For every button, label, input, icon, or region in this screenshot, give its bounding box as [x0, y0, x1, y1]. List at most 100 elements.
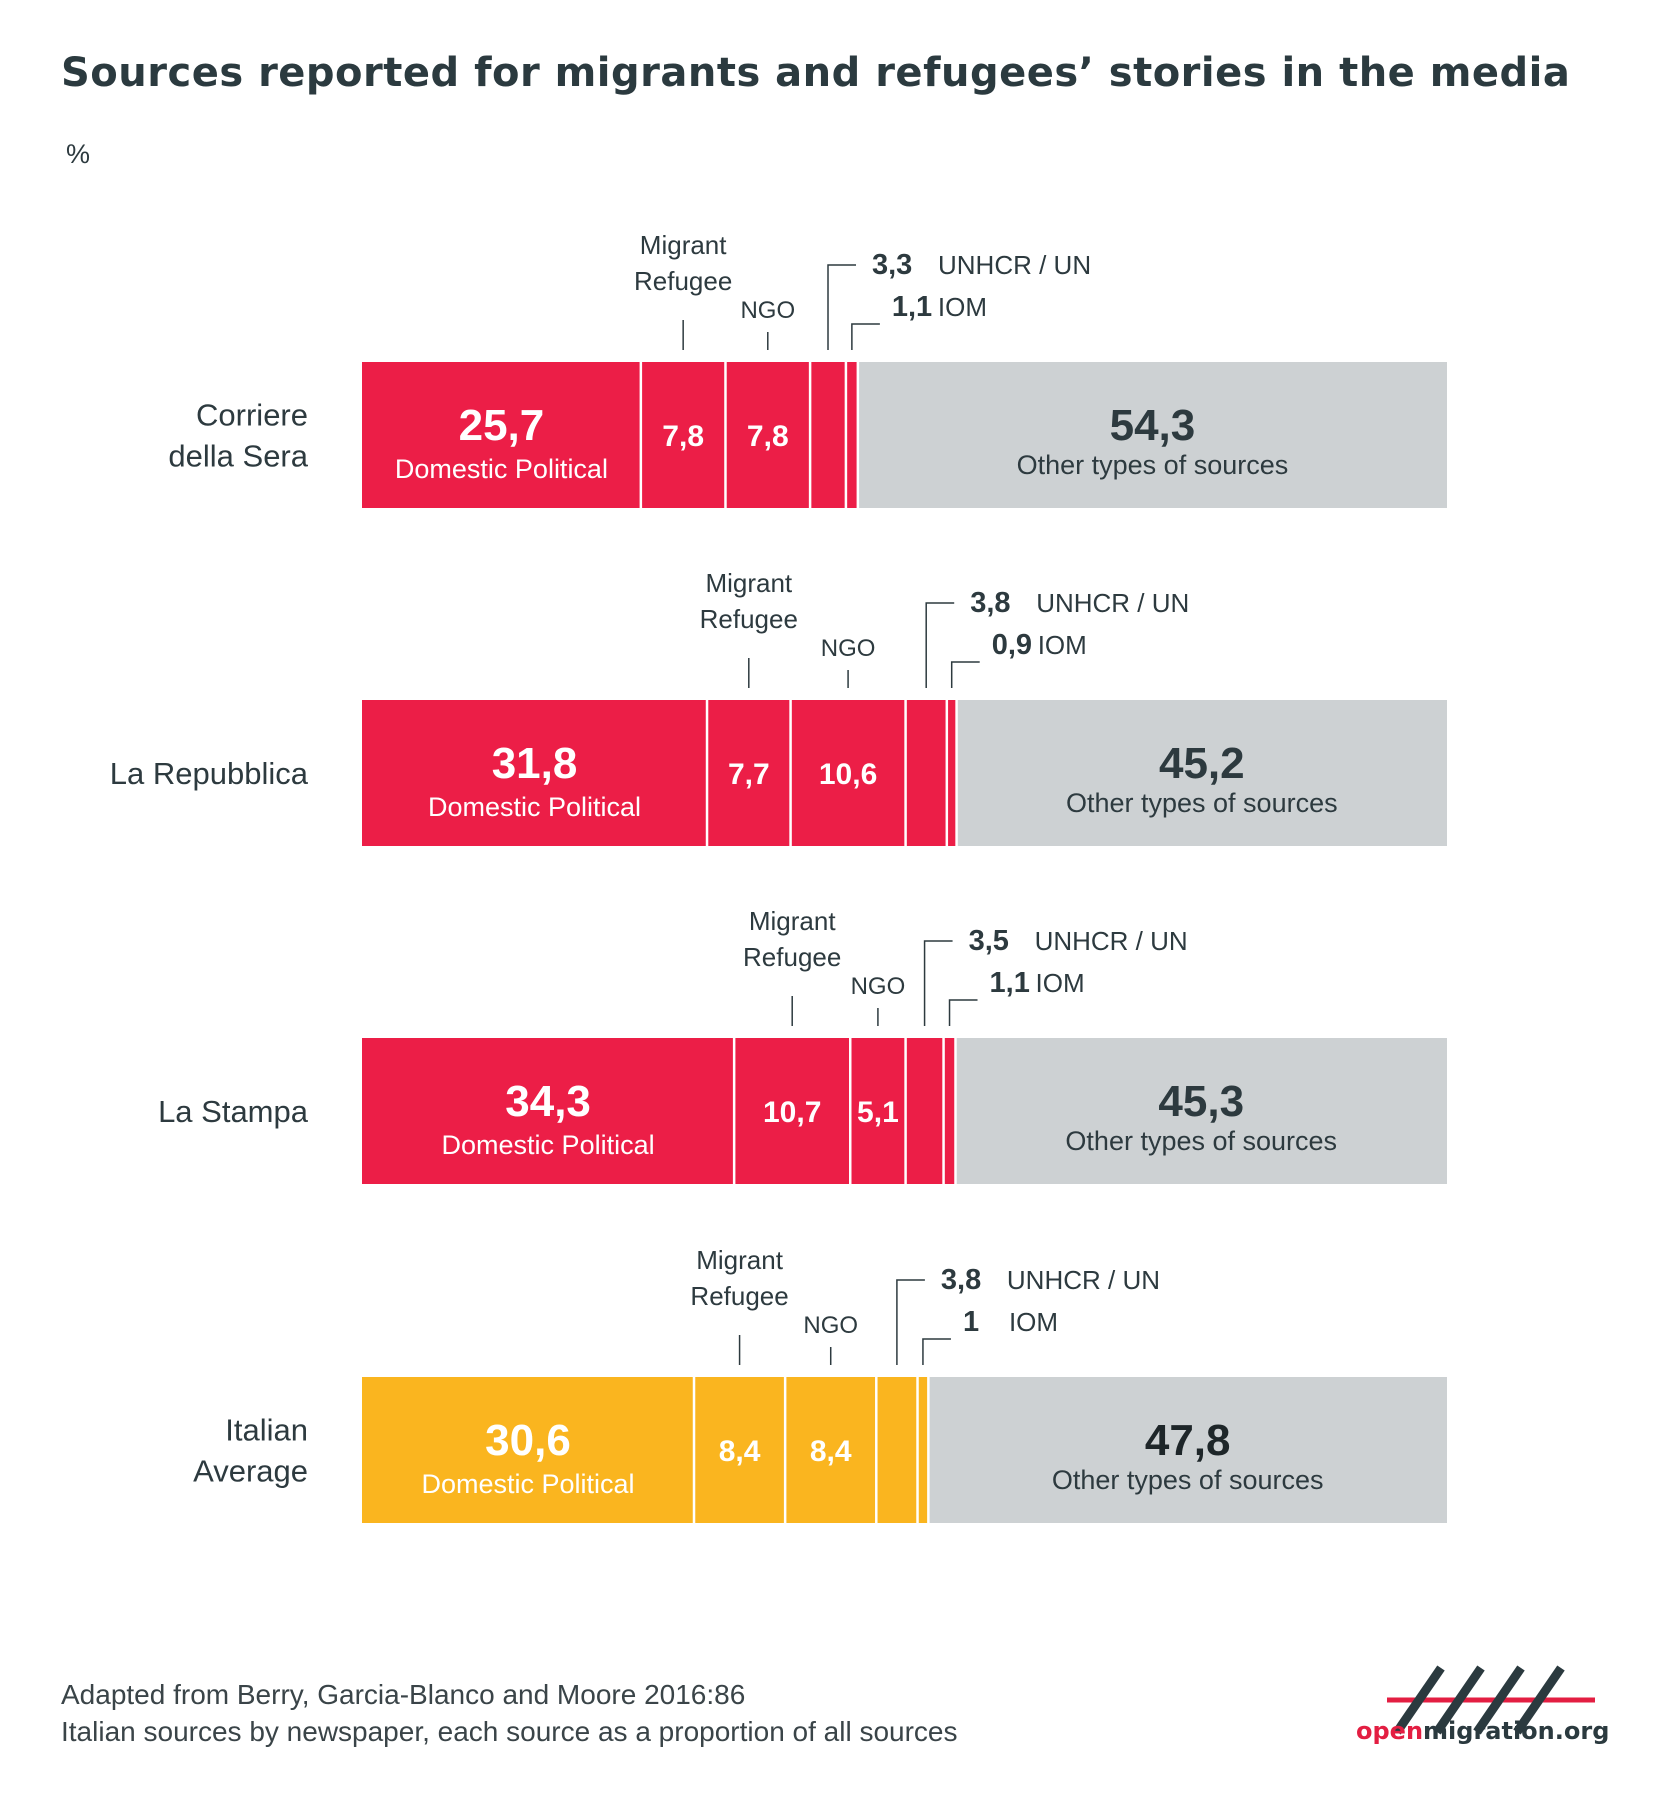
row-label-2-line-0: La Stampa [158, 1094, 309, 1129]
category-label-domestic-0: Domestic Political [395, 454, 608, 484]
bar-segment-migrant-1 [707, 700, 791, 846]
callout-value-iom-3: 1 [963, 1306, 979, 1338]
value-label-migrant-0: 7,8 [662, 420, 704, 453]
callout-label-migrant-line2-2: Refugee [743, 942, 841, 972]
value-label-ngo-1: 10,6 [819, 758, 877, 791]
callout-line-iom-1 [950, 661, 980, 688]
value-label-domestic-1: 31,8 [492, 739, 578, 788]
callout-value-unhcr-2: 3,5 [969, 925, 1009, 957]
chart-title: Sources reported for migrants and refuge… [61, 50, 1571, 96]
category-label-other-2: Other types of sources [1065, 1126, 1337, 1156]
callout-label-migrant-line1-0: Migrant [640, 230, 727, 260]
bar-segment-migrant-0 [640, 362, 726, 508]
bar-segment-other-2 [955, 1038, 1447, 1184]
bar-segment-iom-1 [946, 700, 957, 846]
bar-segment-domestic-1 [362, 700, 708, 846]
callout-label-ngo-2: NGO [851, 973, 906, 1000]
category-label-other-1: Other types of sources [1066, 788, 1338, 818]
callout-label-migrant-line1-3: Migrant [696, 1245, 783, 1275]
bar-segment-unhcr-1 [905, 700, 947, 846]
callout-label-ngo-0: NGO [740, 297, 795, 324]
callout-label-migrant-line1-1: Migrant [705, 568, 792, 598]
callout-label-iom-1: IOM [1038, 630, 1087, 660]
value-label-ngo-3: 8,4 [810, 1435, 852, 1468]
category-label-other-0: Other types of sources [1017, 450, 1289, 480]
callout-label-unhcr-1: UNHCR / UN [1036, 588, 1189, 618]
callout-label-unhcr-3: UNHCR / UN [1007, 1265, 1160, 1295]
callout-value-unhcr-3: 3,8 [941, 1264, 981, 1296]
callout-label-unhcr-2: UNHCR / UN [1035, 926, 1188, 956]
callout-value-unhcr-1: 3,8 [970, 587, 1010, 619]
openmigration-mark [1387, 1665, 1595, 1735]
category-label-domestic-3: Domestic Political [421, 1469, 634, 1499]
value-label-ngo-2: 5,1 [857, 1096, 899, 1129]
bar-segment-ngo-2 [850, 1038, 906, 1184]
callout-line-unhcr-1 [925, 602, 955, 688]
value-label-migrant-1: 7,7 [728, 758, 770, 791]
value-label-domestic-0: 25,7 [459, 401, 545, 450]
callout-line-unhcr-2 [923, 940, 953, 1026]
callout-label-unhcr-0: UNHCR / UN [938, 250, 1091, 280]
source-note-line-2: Italian sources by newspaper, each sourc… [61, 1716, 958, 1747]
callout-line-iom-0 [851, 323, 880, 350]
value-label-ngo-0: 7,8 [747, 420, 789, 453]
callout-line-unhcr-0 [827, 264, 857, 350]
callout-line-unhcr-3 [896, 1279, 925, 1365]
brand-name-rest: migration.org [1423, 1717, 1610, 1745]
bar-segment-unhcr-0 [810, 362, 846, 508]
callout-label-iom-3: IOM [1009, 1307, 1058, 1337]
bar-segment-migrant-3 [694, 1377, 786, 1523]
row-label-0-line-0: Corriere [196, 398, 308, 433]
category-label-domestic-2: Domestic Political [442, 1130, 655, 1160]
value-label-other-1: 45,2 [1159, 739, 1245, 788]
callout-value-iom-2: 1,1 [990, 967, 1030, 999]
bar-segment-ngo-0 [725, 362, 811, 508]
value-label-other-0: 54,3 [1110, 401, 1196, 450]
brand-name-open: open [1356, 1717, 1424, 1745]
callout-label-migrant-line2-0: Refugee [634, 266, 732, 296]
value-label-migrant-3: 8,4 [719, 1435, 761, 1468]
bar-segment-other-0 [857, 362, 1447, 508]
callout-label-migrant-line2-3: Refugee [690, 1281, 788, 1311]
callout-label-migrant-line1-2: Migrant [749, 906, 836, 936]
bar-segment-unhcr-2 [905, 1038, 944, 1184]
bar-segment-migrant-2 [734, 1038, 851, 1184]
row-label-1-line-0: La Repubblica [110, 756, 309, 791]
value-label-domestic-2: 34,3 [505, 1077, 591, 1126]
callout-value-iom-0: 1,1 [892, 291, 932, 323]
row-label-3-line-0: Italian [225, 1413, 308, 1448]
bar-segment-other-3 [928, 1377, 1447, 1523]
category-label-domestic-1: Domestic Political [428, 792, 641, 822]
callout-value-unhcr-0: 3,3 [872, 249, 912, 281]
bar-segment-iom-3 [917, 1377, 929, 1523]
value-label-migrant-2: 10,7 [763, 1096, 821, 1129]
bar-segment-domestic-0 [362, 362, 641, 508]
bar-segment-iom-0 [845, 362, 858, 508]
bar-segment-unhcr-3 [876, 1377, 918, 1523]
callout-value-iom-1: 0,9 [992, 629, 1032, 661]
category-label-other-3: Other types of sources [1052, 1465, 1324, 1495]
openmigration-logo [1387, 1665, 1595, 1735]
callout-label-migrant-line2-1: Refugee [700, 604, 798, 634]
bar-segment-domestic-2 [362, 1038, 735, 1184]
callout-label-ngo-3: NGO [803, 1312, 858, 1339]
callout-label-iom-2: IOM [1036, 968, 1085, 998]
bar-segment-other-1 [956, 700, 1447, 846]
callout-line-iom-2 [948, 999, 978, 1026]
chart-unit: % [66, 139, 91, 169]
callout-label-iom-0: IOM [938, 292, 987, 322]
callout-line-iom-3 [922, 1338, 951, 1365]
bar-segment-iom-2 [943, 1038, 956, 1184]
value-label-other-3: 47,8 [1145, 1416, 1231, 1465]
source-note-line-1: Adapted from Berry, Garcia-Blanco and Mo… [61, 1679, 746, 1710]
bar-segment-ngo-3 [785, 1377, 877, 1523]
callout-label-ngo-1: NGO [821, 635, 876, 662]
bar-segment-ngo-1 [790, 700, 906, 846]
openmigration-wordmark: openmigration.org [1356, 1717, 1609, 1745]
row-label-0-line-1: della Sera [168, 439, 308, 474]
value-label-domestic-3: 30,6 [485, 1416, 571, 1465]
bar-segment-domestic-3 [362, 1377, 695, 1523]
value-label-other-2: 45,3 [1158, 1077, 1244, 1126]
row-label-3-line-1: Average [193, 1454, 308, 1489]
